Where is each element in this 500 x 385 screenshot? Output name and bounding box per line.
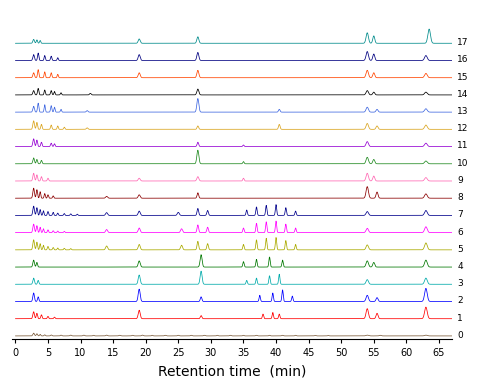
Text: 9: 9: [457, 176, 463, 185]
Text: 6: 6: [457, 228, 463, 236]
Text: 11: 11: [457, 141, 468, 151]
Text: 1: 1: [457, 314, 463, 323]
Text: 0: 0: [457, 331, 463, 340]
Text: 10: 10: [457, 159, 468, 168]
Text: 5: 5: [457, 245, 463, 254]
Text: 7: 7: [457, 210, 463, 219]
Text: 4: 4: [457, 262, 463, 271]
Text: 3: 3: [457, 279, 463, 288]
Text: 14: 14: [457, 90, 468, 99]
Text: 2: 2: [457, 296, 463, 305]
Text: 8: 8: [457, 193, 463, 202]
Text: 17: 17: [457, 38, 468, 47]
Text: 12: 12: [457, 124, 468, 133]
X-axis label: Retention time  (min): Retention time (min): [158, 364, 306, 378]
Text: 13: 13: [457, 107, 468, 116]
Text: 15: 15: [457, 73, 468, 82]
Text: 16: 16: [457, 55, 468, 64]
